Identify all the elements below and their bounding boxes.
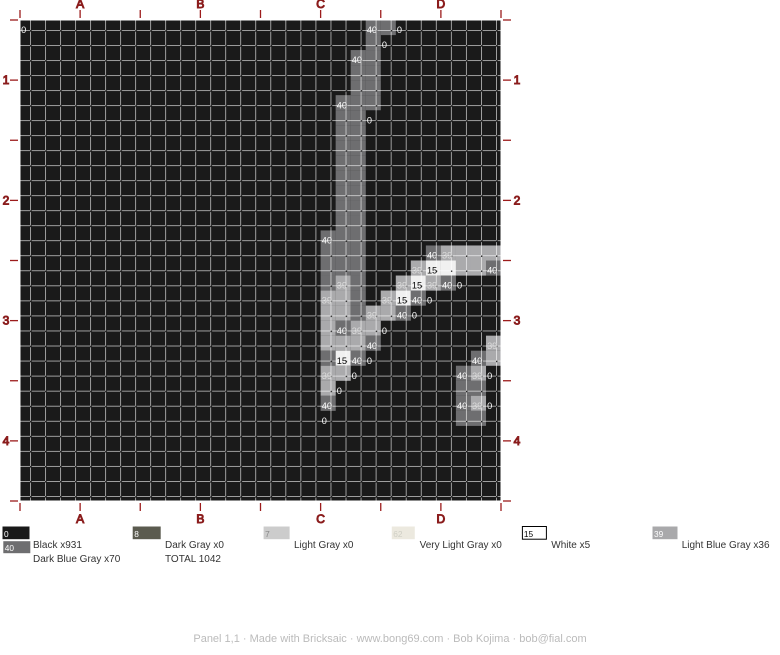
svg-text:39: 39 — [412, 266, 422, 276]
svg-text:39: 39 — [367, 311, 377, 321]
svg-text:39: 39 — [322, 296, 332, 306]
svg-text:B: B — [196, 512, 204, 526]
svg-text:39: 39 — [427, 281, 437, 291]
svg-text:0: 0 — [367, 356, 372, 366]
svg-text:39: 39 — [472, 371, 482, 381]
svg-text:Light Blue Gray x36: Light Blue Gray x36 — [682, 540, 770, 551]
svg-text:39: 39 — [382, 296, 392, 306]
svg-text:0: 0 — [487, 401, 492, 411]
svg-text:39: 39 — [352, 326, 362, 336]
svg-text:Dark Gray x0: Dark Gray x0 — [165, 540, 224, 551]
svg-text:1: 1 — [3, 73, 10, 87]
svg-text:3: 3 — [3, 314, 10, 328]
svg-text:B: B — [196, 0, 204, 11]
svg-text:40: 40 — [427, 251, 437, 261]
svg-text:40: 40 — [367, 25, 377, 35]
svg-text:0: 0 — [382, 40, 387, 50]
svg-text:40: 40 — [412, 296, 422, 306]
svg-text:62: 62 — [393, 529, 403, 539]
svg-text:39: 39 — [487, 341, 497, 351]
svg-text:C: C — [316, 0, 325, 11]
svg-text:4: 4 — [3, 434, 10, 448]
svg-text:3: 3 — [514, 314, 521, 328]
svg-text:39: 39 — [442, 251, 452, 261]
svg-text:40: 40 — [352, 356, 362, 366]
svg-text:C: C — [316, 512, 325, 526]
svg-text:Light Gray x0: Light Gray x0 — [294, 540, 354, 551]
svg-text:40: 40 — [322, 401, 332, 411]
svg-text:0: 0 — [322, 416, 327, 426]
svg-text:40: 40 — [487, 266, 497, 276]
svg-text:0: 0 — [457, 281, 462, 291]
svg-text:39: 39 — [337, 281, 347, 291]
svg-text:D: D — [437, 0, 446, 11]
svg-text:39: 39 — [472, 401, 482, 411]
svg-text:40: 40 — [397, 311, 407, 321]
svg-text:0: 0 — [337, 386, 342, 396]
svg-text:Panel 1,1 · Made with Bricksai: Panel 1,1 · Made with Bricksaic · www.bo… — [193, 633, 586, 645]
svg-text:Very Light Gray x0: Very Light Gray x0 — [420, 540, 503, 551]
svg-text:40: 40 — [457, 371, 467, 381]
svg-text:A: A — [76, 512, 84, 526]
svg-text:0: 0 — [367, 115, 372, 125]
svg-text:0: 0 — [397, 25, 402, 35]
svg-text:8: 8 — [134, 529, 139, 539]
svg-text:Black x931: Black x931 — [33, 540, 82, 551]
svg-text:39: 39 — [654, 529, 664, 539]
svg-text:15: 15 — [412, 281, 422, 291]
svg-text:15: 15 — [337, 356, 347, 366]
svg-text:7: 7 — [265, 529, 270, 539]
svg-text:0: 0 — [352, 371, 357, 381]
svg-text:A: A — [76, 0, 84, 11]
svg-text:40: 40 — [472, 356, 482, 366]
svg-text:TOTAL 1042: TOTAL 1042 — [165, 554, 221, 565]
svg-text:White x5: White x5 — [551, 540, 590, 551]
svg-text:40: 40 — [5, 543, 15, 553]
svg-text:40: 40 — [322, 236, 332, 246]
svg-text:2: 2 — [3, 193, 10, 207]
svg-text:2: 2 — [514, 193, 521, 207]
svg-text:39: 39 — [322, 371, 332, 381]
svg-text:1: 1 — [514, 73, 521, 87]
svg-text:D: D — [437, 512, 446, 526]
svg-text:0: 0 — [487, 371, 492, 381]
svg-text:40: 40 — [337, 100, 347, 110]
svg-text:0: 0 — [4, 529, 9, 539]
svg-text:0: 0 — [427, 296, 432, 306]
svg-text:40: 40 — [367, 341, 377, 351]
svg-text:40: 40 — [442, 281, 452, 291]
svg-text:39: 39 — [397, 281, 407, 291]
svg-text:15: 15 — [524, 529, 534, 539]
svg-text:15: 15 — [427, 266, 437, 276]
svg-text:40: 40 — [457, 401, 467, 411]
svg-text:4: 4 — [514, 434, 521, 448]
svg-text:40: 40 — [337, 326, 347, 336]
svg-text:Dark Blue Gray x70: Dark Blue Gray x70 — [33, 554, 121, 565]
svg-text:15: 15 — [397, 296, 407, 306]
svg-text:40: 40 — [352, 55, 362, 65]
svg-text:0: 0 — [21, 25, 26, 35]
svg-text:0: 0 — [412, 311, 417, 321]
svg-text:0: 0 — [382, 326, 387, 336]
